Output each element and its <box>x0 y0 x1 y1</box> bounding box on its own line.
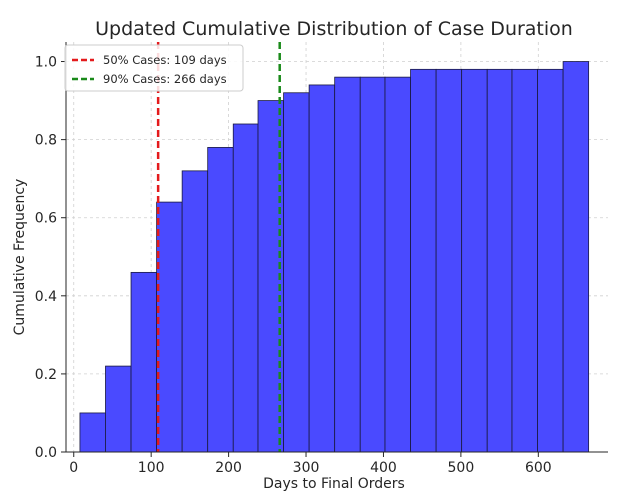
bar-2 <box>130 271 157 453</box>
chart-title: Updated Cumulative Distribution of Case … <box>95 18 573 40</box>
bar-5 <box>207 147 234 453</box>
bar-8 <box>283 92 310 453</box>
x-tick-label-2: 200 <box>215 460 242 476</box>
x-axis-label: Days to Final Orders <box>263 476 405 492</box>
bar-17 <box>511 68 538 453</box>
y-tick-label-2: 0.4 <box>35 289 57 305</box>
bar-4 <box>181 170 209 453</box>
legend-entry-90: 90% Cases: 266 days <box>103 72 227 86</box>
bar-1 <box>105 365 132 453</box>
bar-15 <box>461 68 488 453</box>
bar-14 <box>435 68 463 453</box>
legend-box <box>64 44 244 92</box>
bar-16 <box>486 68 513 453</box>
x-tick-label-0: 0 <box>69 460 78 476</box>
bar-11 <box>359 76 386 453</box>
bar-6 <box>232 123 259 453</box>
x-tick-label-3: 300 <box>293 460 320 476</box>
legend-entry-50: 50% Cases: 109 days <box>103 53 227 67</box>
x-tick-label-6: 600 <box>525 460 552 476</box>
x-tick-label-1: 100 <box>138 460 165 476</box>
legend: 50% Cases: 109 days 90% Cases: 266 days <box>64 44 244 92</box>
axes: 0 100 200 300 400 500 600 0.0 0.2 0.4 0.6 0.8 1.0 <box>35 42 608 476</box>
y-tick-label-5: 1.0 <box>35 55 57 71</box>
y-tick-label-1: 0.2 <box>35 367 57 383</box>
x-tick-label-5: 500 <box>448 460 475 476</box>
bar-13 <box>410 68 437 453</box>
y-axis-label: Cumulative Frequency <box>12 179 28 336</box>
bar-18 <box>537 68 564 453</box>
reference-lines <box>156 42 281 452</box>
bar-9 <box>308 84 336 453</box>
bar-3 <box>156 201 183 453</box>
x-tick-label-4: 400 <box>370 460 397 476</box>
bar-10 <box>334 76 361 453</box>
bar-12 <box>384 76 411 453</box>
bar-0 <box>79 412 106 453</box>
y-tick-label-0: 0.0 <box>35 445 57 461</box>
bars <box>79 61 590 453</box>
y-tick-label-4: 0.8 <box>35 133 57 149</box>
bar-19 <box>562 61 590 453</box>
y-tick-label-3: 0.6 <box>35 211 57 227</box>
